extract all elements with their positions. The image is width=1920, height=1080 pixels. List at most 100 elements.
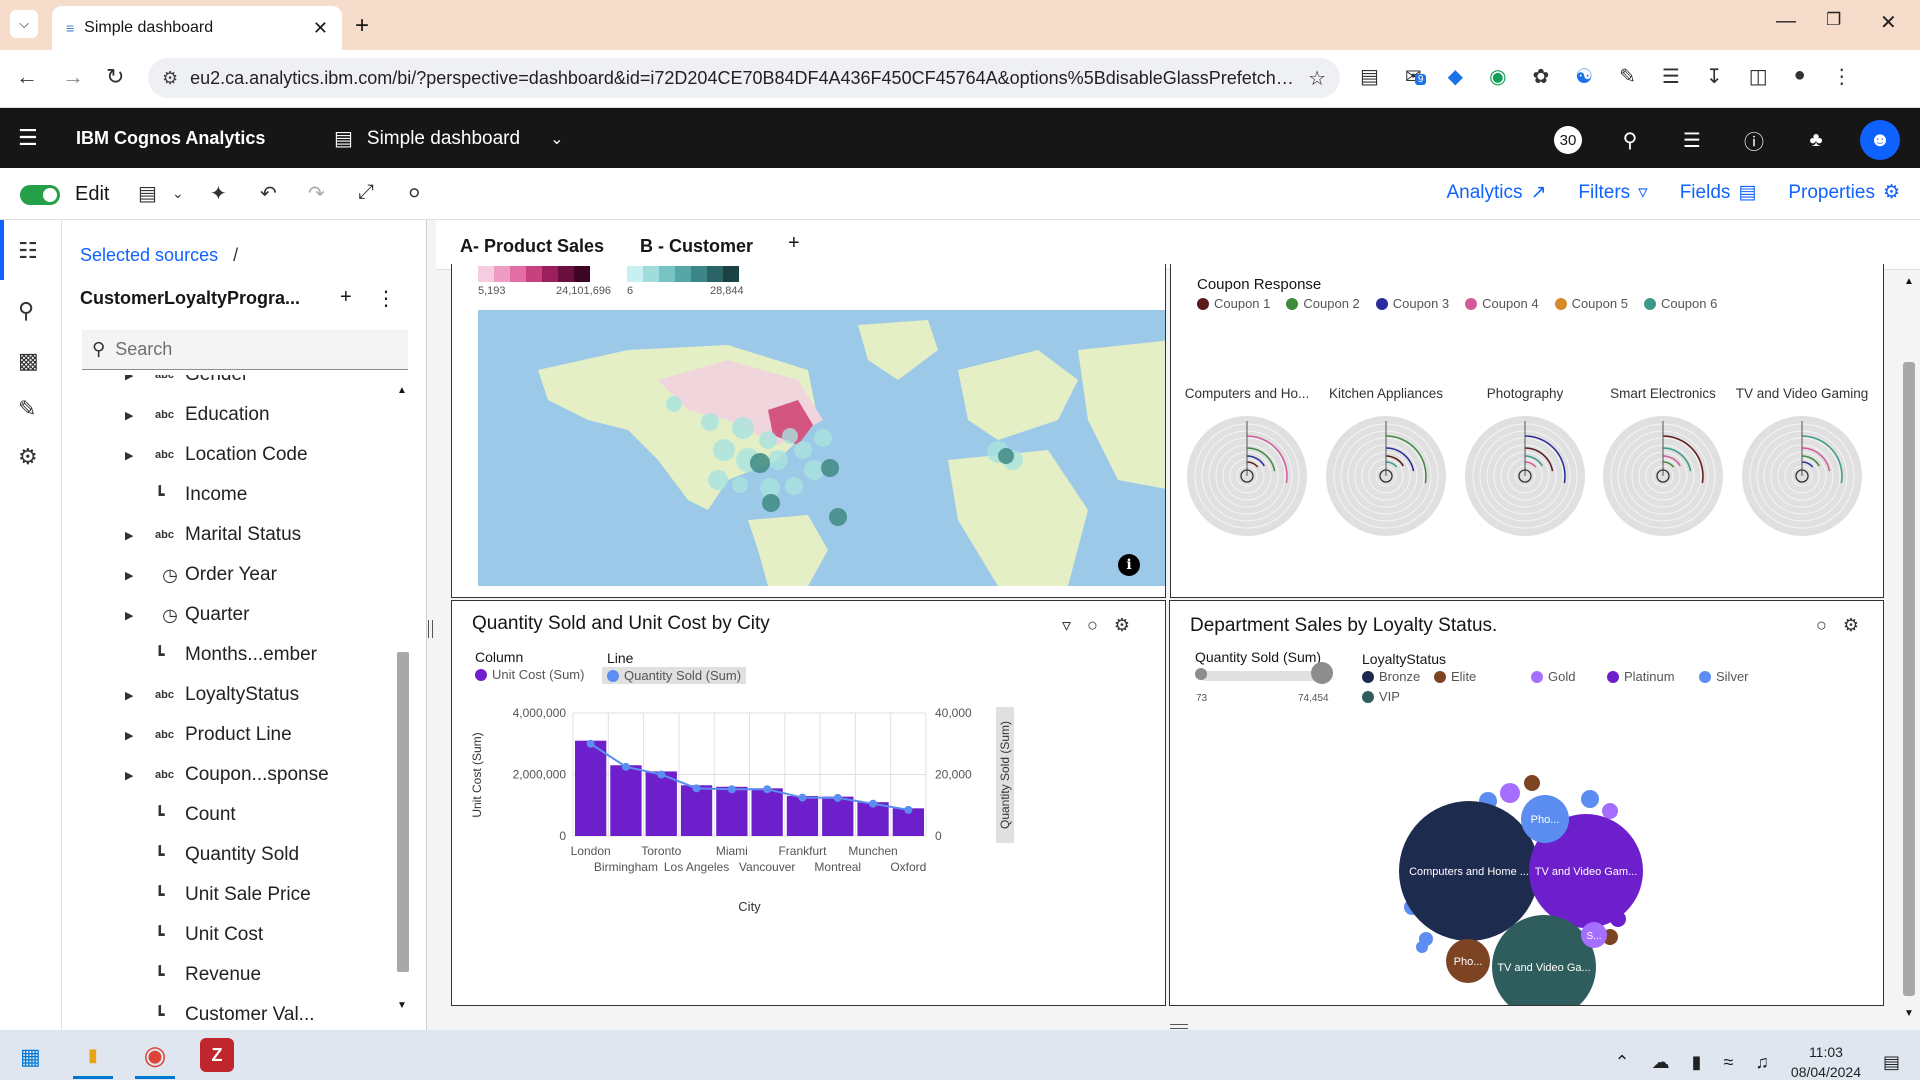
browser-tab[interactable]: ≡ Simple dashboard ✕ <box>52 6 342 50</box>
media-icon[interactable]: ☰ <box>1661 66 1680 88</box>
reload-icon[interactable]: ↻ <box>106 64 125 89</box>
extension-icon[interactable]: ✿ <box>1532 66 1550 88</box>
tree-item[interactable]: ┗ Customer Val... <box>62 997 382 1020</box>
canvas-scroll-thumb[interactable] <box>1903 362 1915 996</box>
bookmark-star-icon[interactable]: ☆ <box>1308 67 1326 90</box>
share-icon[interactable]: ✦ <box>210 183 227 205</box>
chrome-icon[interactable]: ◉ <box>143 1039 167 1070</box>
new-tab-button[interactable]: + <box>355 12 370 39</box>
tray-chevron-icon[interactable]: ⌃ <box>1614 1051 1630 1072</box>
clock[interactable]: 11:03 08/04/2024 <box>1791 1042 1861 1080</box>
scroll-down-icon[interactable]: ▼ <box>1904 1008 1914 1019</box>
edit-mode-toggle[interactable] <box>20 185 60 205</box>
insights-bulb-icon[interactable]: ○ <box>1816 615 1827 635</box>
dashboard-title-switcher[interactable]: ▤ Simple dashboard ⌄ <box>334 126 563 151</box>
tree-item[interactable]: ▶ abc Product Line <box>62 717 382 753</box>
quantity-unit-cost-widget[interactable]: Quantity Sold and Unit Cost by City ▿ ○ … <box>451 600 1166 1006</box>
coupon-legend-item[interactable]: Coupon 1 <box>1197 296 1270 311</box>
mail-extension-icon[interactable]: ✉ 9 <box>1405 64 1427 89</box>
translate-icon[interactable]: ☯ <box>1575 66 1594 88</box>
expand-caret-icon[interactable]: ▶ <box>125 529 134 542</box>
scroll-up-icon[interactable]: ▲ <box>397 385 407 396</box>
data-sources-icon[interactable]: ☷ <box>18 238 38 263</box>
tree-item[interactable]: ┗ Revenue <box>62 957 382 993</box>
download-icon[interactable]: ↧ <box>1705 66 1723 88</box>
browser-menu-icon[interactable]: ⋮ <box>1831 66 1852 88</box>
department-sales-widget[interactable]: Department Sales by Loyalty Status. ○ ⚙ … <box>1169 600 1884 1006</box>
add-tab-button[interactable]: + <box>788 232 800 254</box>
slider-max-handle[interactable] <box>1311 662 1333 684</box>
tree-item[interactable]: ▶ ◷ Order Year <box>62 557 382 593</box>
fullscreen-icon[interactable]: ⤢ <box>358 181 374 203</box>
profile-icon[interactable]: ● <box>1793 64 1806 86</box>
panel-splitter[interactable] <box>428 620 433 638</box>
tree-item[interactable]: ▶ abc Education <box>62 397 382 433</box>
site-info-icon[interactable]: ⚙ <box>162 67 179 88</box>
expand-caret-icon[interactable]: ▶ <box>125 729 134 742</box>
minimize-icon[interactable]: — <box>1776 10 1796 32</box>
close-tab-icon[interactable]: ✕ <box>312 17 328 38</box>
coupon-legend-item[interactable]: Coupon 2 <box>1286 296 1360 311</box>
widgets-icon[interactable]: ✎ <box>18 396 37 421</box>
tree-item[interactable]: ┗ Unit Sale Price <box>62 877 382 913</box>
tree-item[interactable]: ▶ abc Gender <box>62 375 382 393</box>
expand-caret-icon[interactable]: ▶ <box>125 449 134 462</box>
pin-icon[interactable]: ⚲ <box>18 298 35 323</box>
legend-unit-cost[interactable]: Unit Cost (Sum) <box>475 667 584 682</box>
settings-icon[interactable]: ⚙ <box>1113 615 1131 635</box>
slider-min-handle[interactable] <box>1195 668 1207 680</box>
map-info-icon[interactable]: i <box>1118 554 1140 576</box>
forward-icon[interactable]: → <box>62 64 84 89</box>
scroll-up-icon[interactable]: ▲ <box>1904 276 1914 287</box>
coupon-legend-item[interactable]: Coupon 3 <box>1375 296 1449 311</box>
volume-icon[interactable]: ♫ <box>1755 1051 1769 1072</box>
coupon-legend-item[interactable]: Coupon 5 <box>1554 296 1628 311</box>
notification-count-badge[interactable]: 30 <box>1550 122 1586 158</box>
window-close-icon[interactable]: ✕ <box>1880 12 1897 34</box>
url-field[interactable]: ⚙ eu2.ca.analytics.ibm.com/bi/?perspecti… <box>148 58 1340 98</box>
expand-caret-icon[interactable]: ▶ <box>125 689 134 702</box>
relationships-icon[interactable]: ⚪ <box>406 183 423 205</box>
assistant-icon[interactable]: ☰ <box>1683 129 1701 152</box>
expand-caret-icon[interactable]: ▶ <box>125 769 134 782</box>
tree-item[interactable]: ┗ Quantity Sold <box>62 837 382 873</box>
world-map[interactable]: i <box>478 310 1165 586</box>
extension-icon[interactable]: ◆ <box>1447 66 1464 88</box>
loyalty-legend-item[interactable]: Bronze <box>1362 669 1420 684</box>
tree-item[interactable]: ┗ Months...ember <box>62 637 382 673</box>
tree-item[interactable]: ▶ abc Coupon...sponse <box>62 757 382 793</box>
scroll-down-icon[interactable]: ▼ <box>397 1000 407 1011</box>
insights-bulb-icon[interactable]: ○ <box>1087 615 1098 635</box>
analytics-button[interactable]: Analytics ↗ <box>1446 181 1546 204</box>
user-avatar-icon[interactable]: ☻ <box>1860 120 1900 160</box>
menu-icon[interactable]: ☰ <box>18 125 38 150</box>
back-icon[interactable]: ← <box>16 64 38 89</box>
expand-caret-icon[interactable]: ▶ <box>125 375 134 382</box>
tab-list-button[interactable]: ⌵ <box>10 10 38 38</box>
expand-caret-icon[interactable]: ▶ <box>125 569 134 582</box>
scrollbar-thumb[interactable] <box>397 652 409 972</box>
loyalty-legend-item[interactable]: VIP <box>1362 689 1400 704</box>
tree-item[interactable]: ┗ Unit Cost <box>62 917 382 953</box>
save-icon[interactable]: ▤ <box>138 183 157 205</box>
sidebar-icon[interactable]: ◫ <box>1748 66 1768 88</box>
tree-item[interactable]: ▶ abc LoyaltyStatus <box>62 677 382 713</box>
search-icon[interactable]: ⚲ <box>1622 129 1638 152</box>
tree-item[interactable]: ▶ abc Marital Status <box>62 517 382 553</box>
bell-icon[interactable]: ♣ <box>1809 128 1823 151</box>
tree-item[interactable]: ┗ Count <box>62 797 382 833</box>
filters-button[interactable]: Filters ▿ <box>1578 181 1647 204</box>
quantity-slider-track[interactable] <box>1200 671 1324 681</box>
network-status-icon[interactable]: ☁ <box>1651 1051 1670 1072</box>
save-chevron-icon[interactable]: ⌄ <box>172 185 184 201</box>
notifications-icon[interactable]: ▤ <box>1882 1051 1900 1072</box>
grammarly-icon[interactable]: ◉ <box>1489 66 1507 88</box>
tree-item[interactable]: ┗ Income <box>62 477 382 513</box>
expand-caret-icon[interactable]: ▶ <box>125 409 134 422</box>
map-widget[interactable]: 5,193 24,101,696 6 28,844 <box>451 264 1166 598</box>
loyalty-legend-item[interactable]: Platinum <box>1607 669 1675 684</box>
restore-icon[interactable]: ❐ <box>1826 10 1842 29</box>
wifi-icon[interactable]: ≈ <box>1723 1051 1734 1072</box>
battery-icon[interactable]: ▮ <box>1691 1051 1702 1072</box>
puzzle-icon[interactable]: ✎ <box>1619 66 1636 88</box>
